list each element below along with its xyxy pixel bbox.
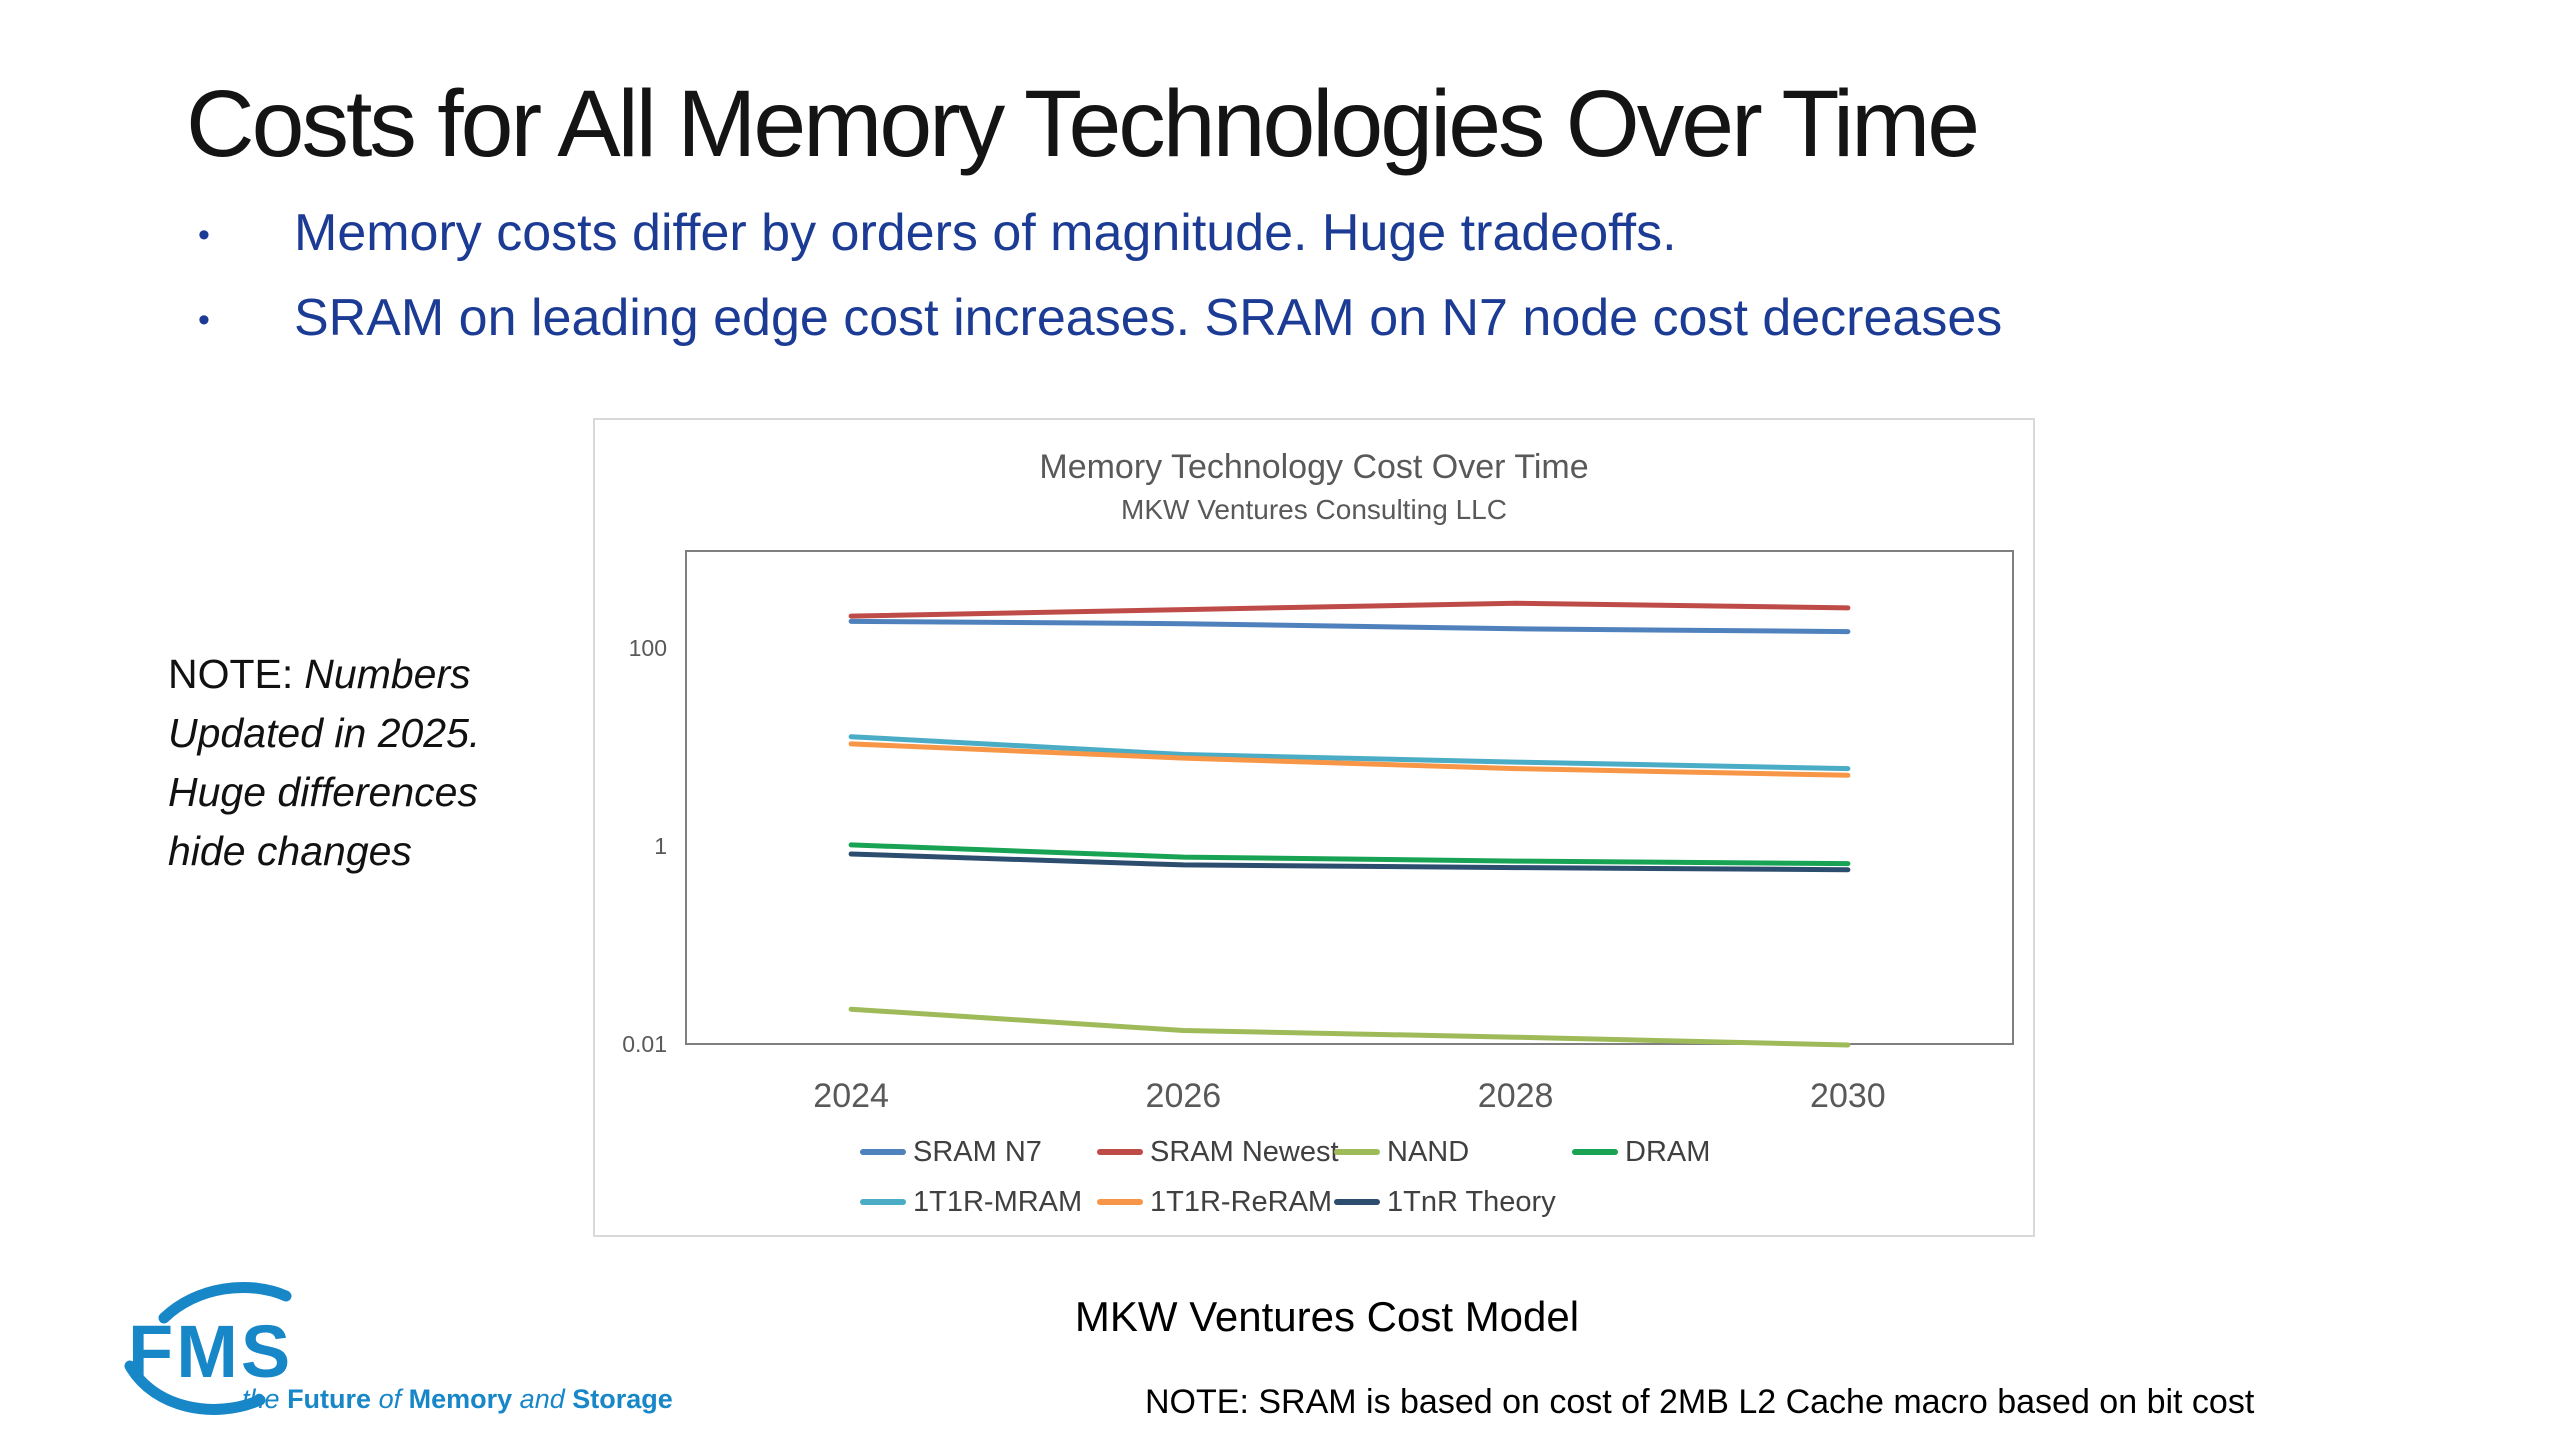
side-note-line: Huge differences [168, 769, 478, 815]
series-line-1t1r-reram [848, 741, 1851, 778]
side-note: NOTE: Numbers Updated in 2025. Huge diffe… [168, 645, 480, 881]
swoosh-top-icon [158, 1281, 292, 1324]
legend-label: 1TnR Theory [1387, 1185, 1556, 1218]
x-axis-tick-label: 2028 [1477, 1077, 1554, 1115]
series-line-1tnr-theory [848, 851, 1851, 873]
legend-item-1t1r-reram: 1T1R-ReRAM [1097, 1185, 1333, 1218]
series-line-nand [848, 1006, 1851, 1048]
chart-subtitle: MKW Ventures Consulting LLC [1121, 494, 1507, 525]
series-line-sram-newest [848, 600, 1851, 619]
legend-label: 1T1R-ReRAM [1150, 1185, 1333, 1218]
side-note-prefix: NOTE: [168, 651, 294, 697]
chart-caption: MKW Ventures Cost Model [1074, 1293, 1580, 1340]
chart-title: Memory Technology Cost Over Time [1039, 448, 1589, 486]
y-axis-tick-label: 0.01 [622, 1031, 667, 1057]
bullet-text-2: SRAM on leading edge cost increases. SRA… [294, 289, 2003, 347]
legend-label: SRAM Newest [1150, 1135, 1339, 1168]
legend-swatch-icon [1097, 1149, 1143, 1155]
x-axis-tick-label: 2024 [813, 1077, 889, 1115]
swoosh-bottom-icon [124, 1360, 266, 1415]
side-note-line: NOTE: Numbers [168, 651, 471, 697]
series-line-1t1r-mram [848, 734, 1851, 772]
legend-label: SRAM N7 [913, 1135, 1042, 1168]
legend-item-sram-n7: SRAM N7 [860, 1135, 1042, 1168]
x-axis-tick-label: 2026 [1145, 1077, 1222, 1115]
y-axis-tick-label: 100 [628, 635, 667, 661]
series-lines [848, 600, 1851, 1048]
legend-swatch-icon [860, 1199, 906, 1205]
slide-title: Costs for All Memory Technologies Over T… [186, 71, 1980, 177]
bullet-marker: • [198, 216, 210, 254]
side-note-line: Updated in 2025. [168, 710, 481, 756]
fms-tagline: the Future of Memory and Storage [242, 1384, 673, 1414]
legend-item-sram-newest: SRAM Newest [1097, 1135, 1339, 1168]
series-line-dram [848, 842, 1851, 867]
legend-label: DRAM [1625, 1135, 1711, 1168]
legend-item-1tnr-theory: 1TnR Theory [1334, 1185, 1556, 1218]
fms-logo-text: FMS [128, 1310, 293, 1393]
fms-logo: FMS the Future of Memory and Storage [112, 1280, 673, 1440]
legend-swatch-icon [1334, 1149, 1380, 1155]
legend-item-1t1r-mram: 1T1R-MRAM [860, 1185, 1083, 1218]
x-axis-tick-label: 2030 [1810, 1077, 1886, 1115]
side-note-line: hide changes [168, 828, 412, 874]
legend-item-dram: DRAM [1572, 1135, 1711, 1168]
bullet-text-1: Memory costs differ by orders of magnitu… [294, 204, 1677, 262]
chart-container: Memory Technology Cost Over Time MKW Ven… [593, 418, 2035, 1237]
series-line-sram-n7 [848, 618, 1851, 635]
legend-label: NAND [1387, 1135, 1470, 1168]
legend-swatch-icon [1097, 1199, 1143, 1205]
bullet-marker: • [198, 301, 210, 339]
legend-swatch-icon [1334, 1199, 1380, 1205]
bottom-note: NOTE: SRAM is based on cost of 2MB L2 Ca… [1145, 1383, 2255, 1421]
legend-item-nand: NAND [1334, 1135, 1470, 1168]
legend-label: 1T1R-MRAM [913, 1185, 1083, 1218]
fms-logo-mark: FMS [124, 1281, 293, 1415]
legend-swatch-icon [1572, 1149, 1618, 1155]
y-axis-tick-label: 1 [654, 833, 667, 859]
legend-swatch-icon [860, 1149, 906, 1155]
